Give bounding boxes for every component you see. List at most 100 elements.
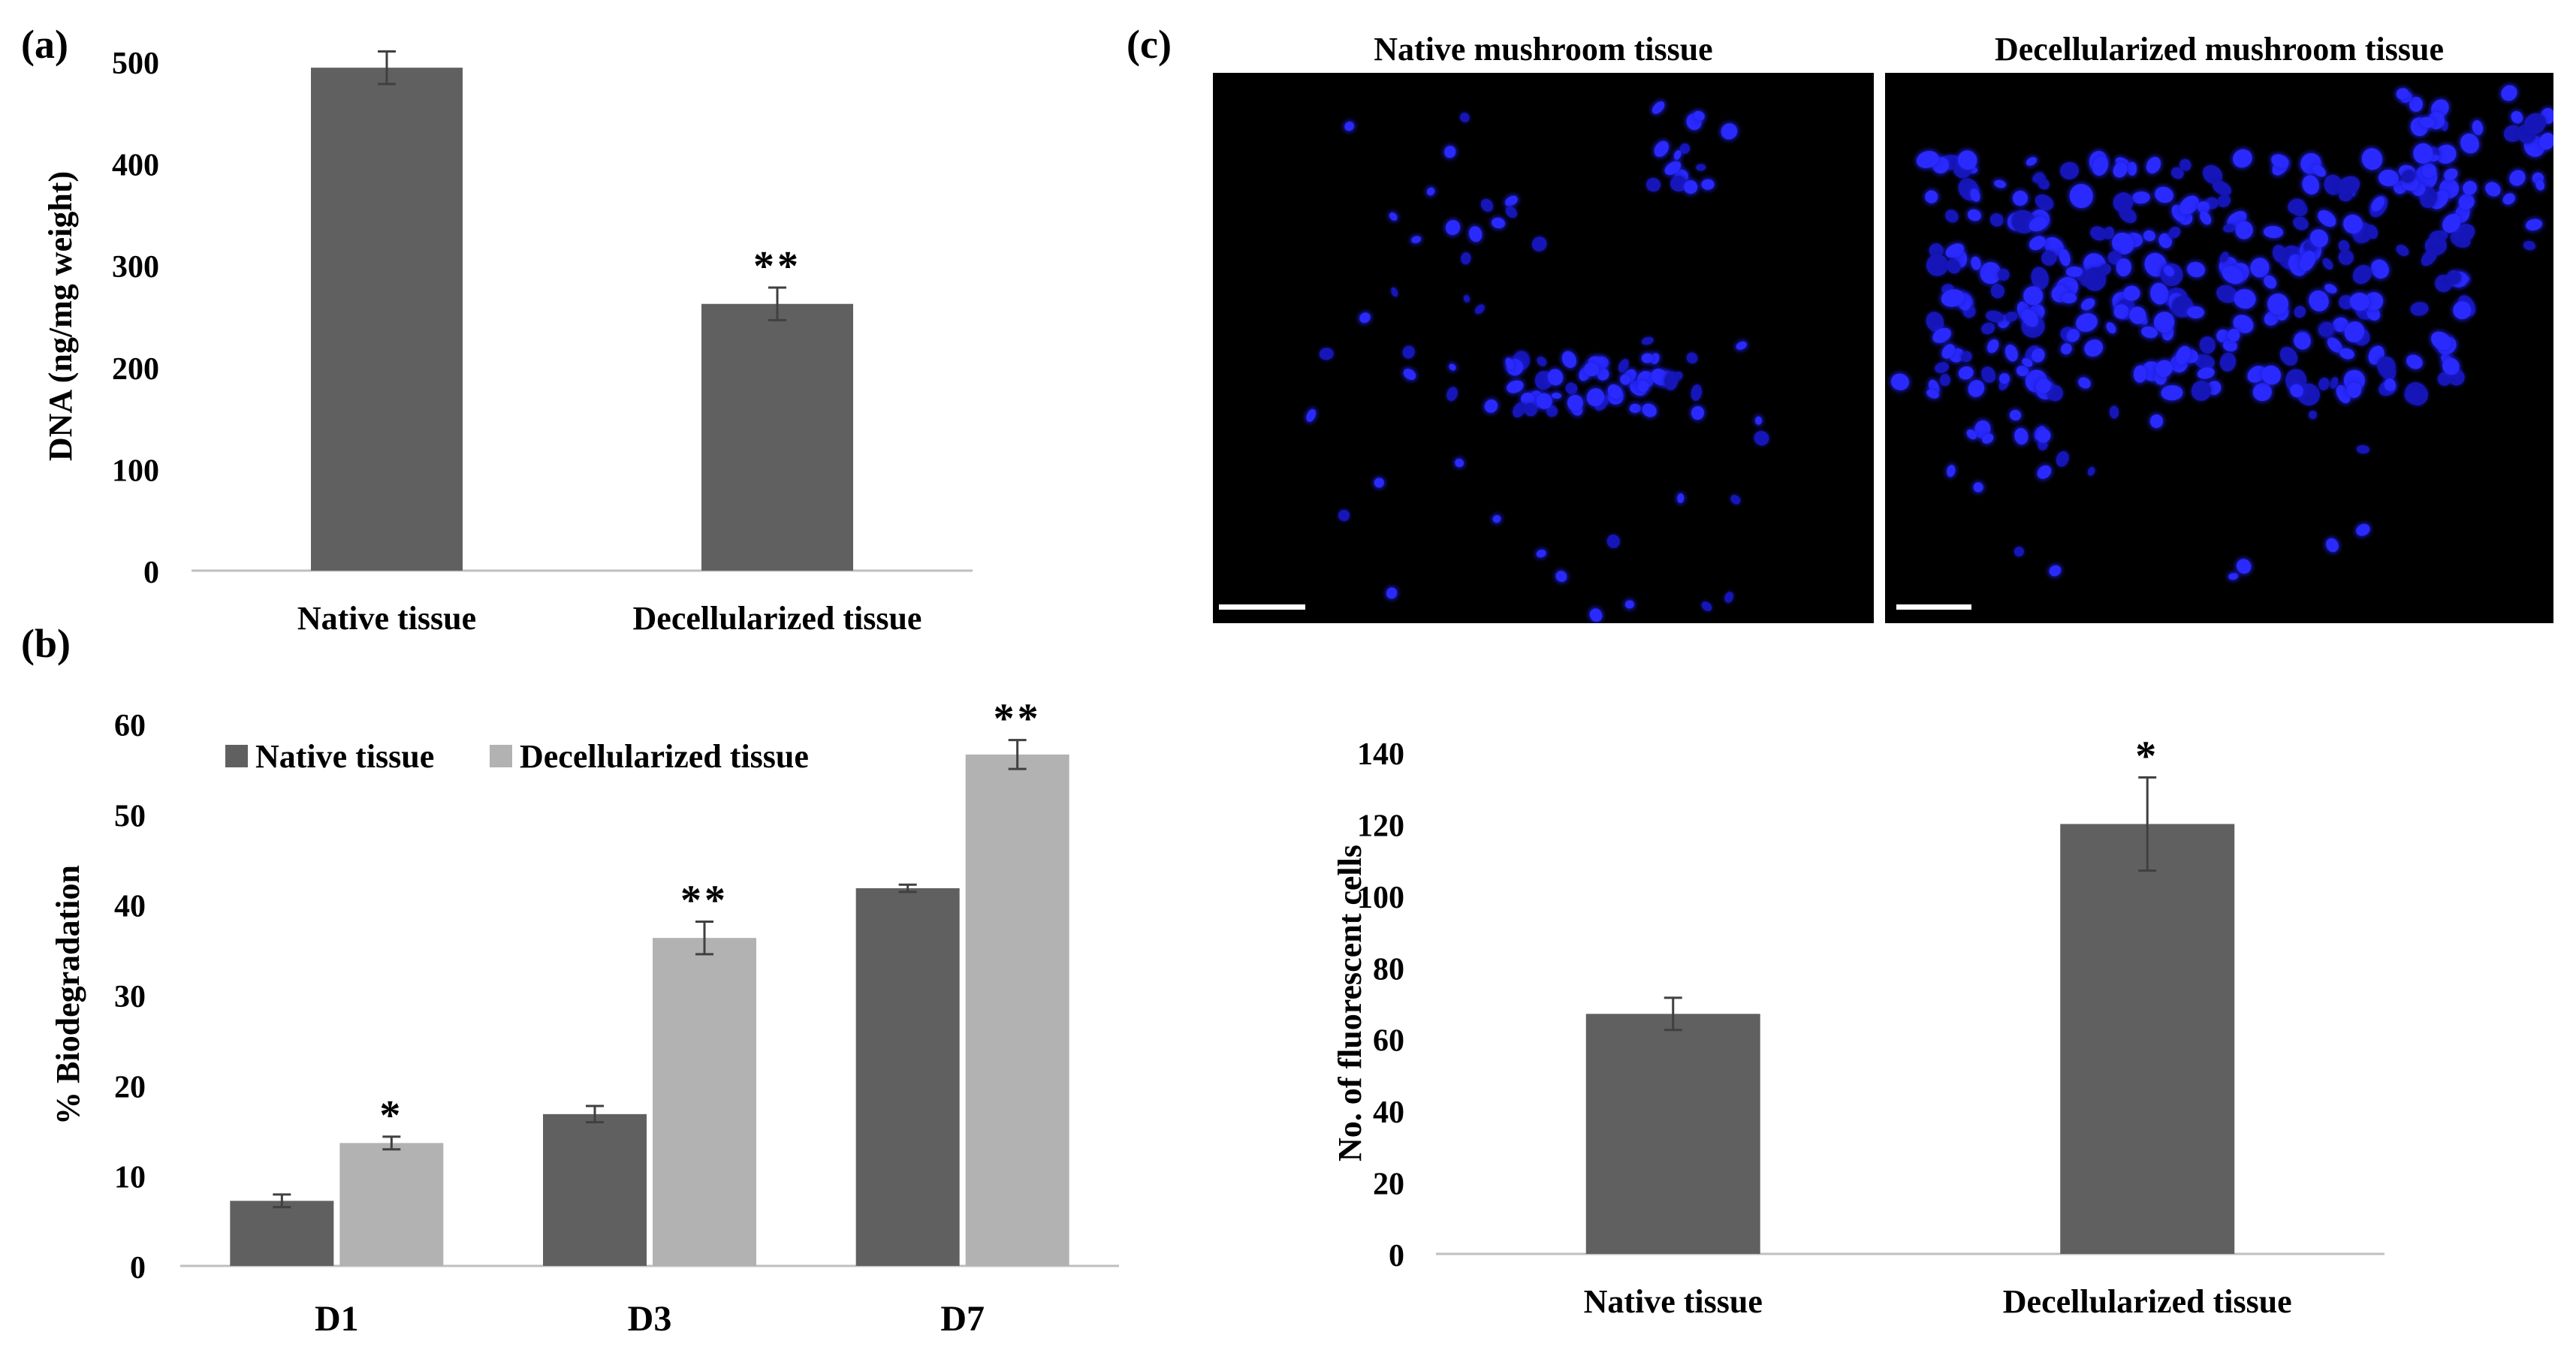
nucleus-spot (1987, 210, 2007, 230)
nucleus-spot (1624, 600, 1635, 609)
panel-label-a: (a) (21, 22, 68, 67)
nucleus-spot (1400, 344, 1416, 360)
nucleus-spot (2498, 82, 2520, 104)
y-tick-label: 60 (1373, 1024, 1404, 1059)
nucleus-spot (2394, 242, 2411, 258)
fluorescence-image-decellularized (1885, 73, 2553, 623)
nucleus-spot (1474, 303, 1487, 316)
nucleus-spot (2081, 336, 2106, 360)
nucleus-spot (1605, 533, 1621, 550)
bar (855, 888, 960, 1266)
scale-bar (1896, 604, 1971, 610)
nucleus-spot (2078, 295, 2098, 313)
nucleus-spot (2198, 335, 2216, 354)
nucleus-spot (2013, 426, 2030, 446)
nucleus-spot (1491, 216, 1507, 230)
nucleus-spot (1649, 98, 1667, 116)
nucleus-spot (1972, 481, 1985, 493)
x-tick-label: Decellularized tissue (633, 600, 922, 637)
nucleus-spot (1443, 218, 1462, 237)
nucleus-spot (1528, 233, 1550, 255)
nucleus-spot (2047, 563, 2064, 579)
nucleus-spot (2358, 146, 2385, 173)
nucleus-spot (2034, 463, 2054, 482)
panel-label-b: (b) (21, 621, 71, 666)
nucleus-spot (1478, 196, 1496, 215)
nucleus-spot (1551, 392, 1562, 399)
nucleus-spot (1445, 385, 1460, 402)
y-tick-label: 60 (114, 709, 146, 743)
nucleus-spot (1979, 321, 1996, 336)
nucleus-spot (2185, 260, 2206, 280)
nucleus-spot (2354, 521, 2372, 538)
nucleus-spot (2346, 381, 2362, 399)
nucleus-spot (1305, 408, 1318, 424)
nucleus-spot (2059, 341, 2074, 357)
x-tick-label: Decellularized tissue (2003, 1283, 2292, 1320)
y-axis-label: DNA (ng/mg weight) (42, 171, 79, 461)
nucleus-spot (1939, 373, 1950, 386)
nucleus-spot (1690, 405, 1705, 422)
nucleus-spot (1701, 179, 1715, 191)
nucleus-spot (2149, 414, 2163, 429)
bar (543, 1113, 647, 1266)
nucleus-spot (2161, 384, 2183, 401)
nucleus-spot (1942, 206, 1962, 225)
nucleus-spot (1319, 347, 1335, 361)
nucleus-spot (2003, 343, 2020, 363)
nucleus-spot (2115, 258, 2132, 277)
significance-mark: * (2135, 733, 2159, 779)
nucleus-spot (1751, 428, 1772, 449)
nucleus-spot (1389, 286, 1400, 299)
nucleus-spot (2012, 544, 2026, 559)
nucleus-spot (1335, 508, 1352, 524)
significance-mark: ** (680, 878, 728, 924)
nucleus-spot (2482, 179, 2504, 199)
y-axis-label: % Biodegradation (50, 865, 86, 1125)
nucleus-spot (2026, 233, 2049, 254)
nucleus-spot (1482, 396, 1501, 416)
y-tick-label: 10 (114, 1161, 146, 1195)
chart-a-dna-content: 0 100 200 300 400 500 DNA (ng/mg weight) Native… (42, 47, 973, 637)
nucleus-spot (1425, 186, 1437, 197)
nucleus-spot (2324, 535, 2342, 554)
image-title-decellularized: Decellularized mushroom tissue (1994, 31, 2445, 68)
nucleus-spot (2152, 184, 2176, 206)
nucleus-spot (2321, 256, 2336, 272)
bar (311, 68, 463, 571)
nucleus-spot (2131, 191, 2151, 205)
nucleus-spot (1933, 360, 1950, 375)
nucleus-spot (1567, 393, 1584, 411)
nucleus-spot (1553, 568, 1570, 585)
significance-mark: * (379, 1092, 403, 1139)
nucleus-spot (1718, 120, 1741, 143)
nucleus-spot (2356, 444, 2369, 454)
y-tick-label: 100 (112, 454, 159, 488)
nucleus-spot (1504, 378, 1525, 396)
bar (653, 938, 756, 1266)
nucleus-spot (2143, 154, 2164, 176)
nucleus-spot (2054, 449, 2071, 469)
x-tick-label: D3 (628, 1299, 672, 1339)
nucleus-spot (2059, 161, 2080, 181)
nucleus-spot (1358, 310, 1373, 326)
nucleus-spot (2525, 217, 2544, 232)
y-tick-label: 0 (143, 556, 159, 590)
nucleus-spot (1641, 335, 1655, 346)
legend-swatch (490, 745, 512, 767)
nucleus-spot (2410, 300, 2430, 317)
nucleus-spot (2087, 224, 2109, 243)
x-tick-label: D1 (315, 1299, 359, 1339)
nucleus-spot (2500, 191, 2517, 207)
chart-c-fluorescent-cells: 0 20 40 60 80 100 120 140 No. of fluorescent cel… (1332, 733, 2384, 1320)
nucleus-spot (2291, 213, 2311, 233)
nucleus-spot (1676, 493, 1685, 504)
nucleus-spot (1401, 366, 1418, 383)
bar (230, 1201, 334, 1266)
panel-label-c: (c) (1127, 22, 1172, 67)
nucleus-spot (2403, 352, 2425, 372)
nucleus-spot (1410, 235, 1422, 244)
legend-swatch (225, 745, 248, 767)
image-title-native: Native mushroom tissue (1374, 31, 1713, 68)
nucleus-spot (1923, 188, 1941, 206)
